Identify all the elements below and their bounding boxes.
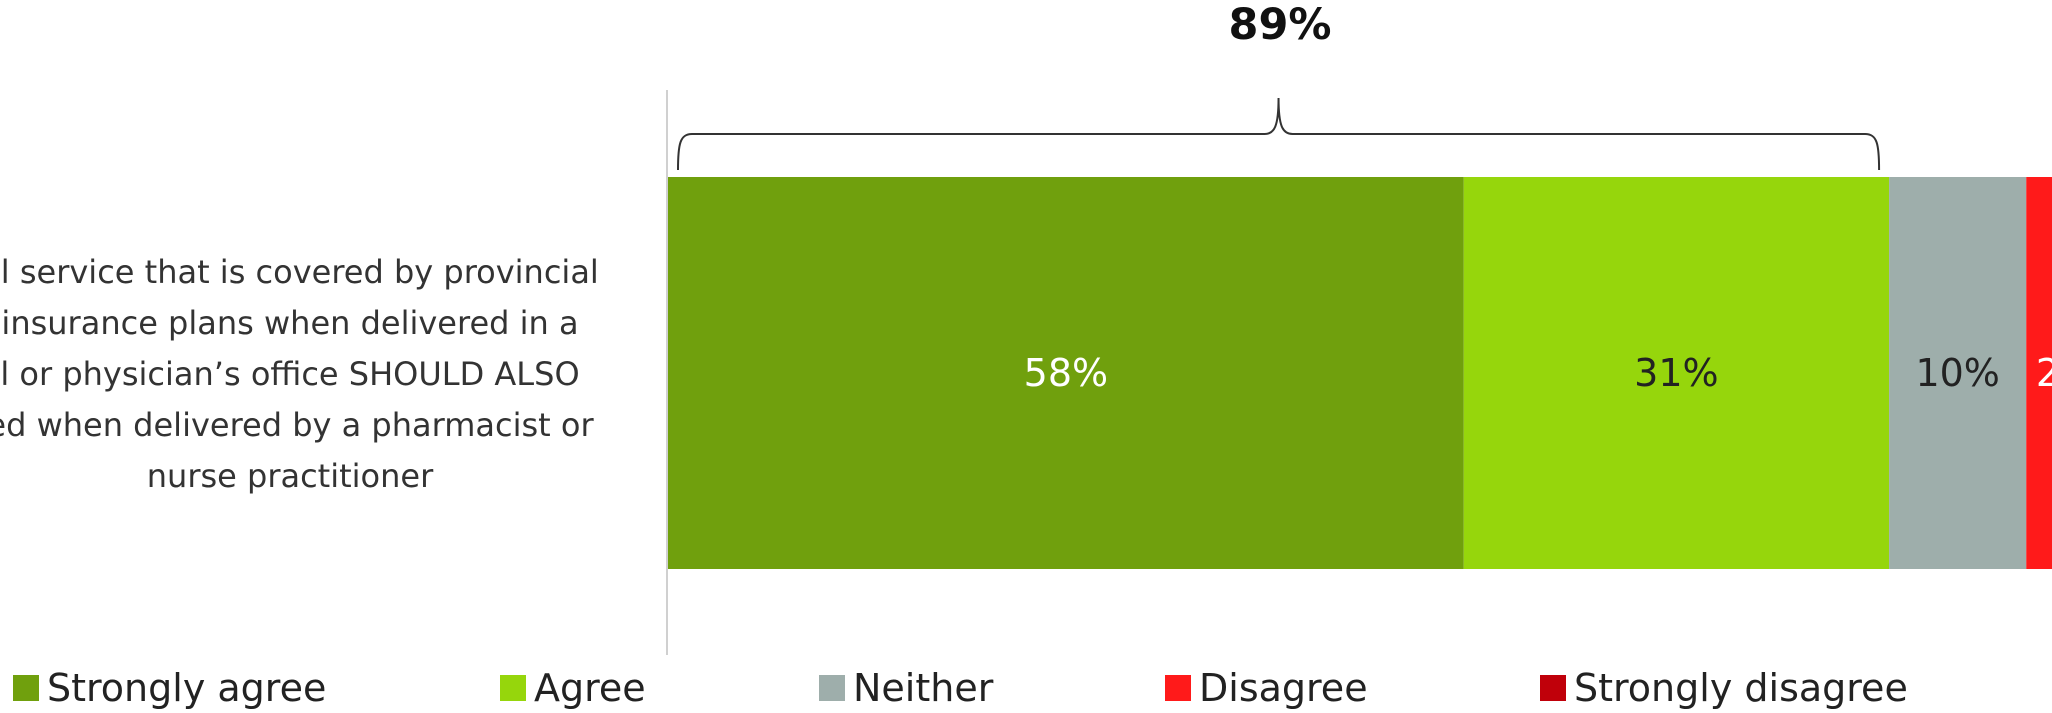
data-label-agree: 31% bbox=[1634, 351, 1718, 395]
legend-label-strongly-agree: Strongly agree bbox=[47, 666, 327, 710]
bar-segment-agree bbox=[1463, 177, 1890, 569]
data-label-strongly-agree: 58% bbox=[1024, 351, 1108, 395]
legend-swatch-agree bbox=[500, 675, 526, 701]
data-labels-layer: 58% 31% 10% 2% bbox=[1024, 351, 2052, 395]
legend-label-strongly-disagree: Strongly disagree bbox=[1574, 666, 1908, 710]
data-label-disagree: 2% bbox=[2036, 351, 2052, 395]
total-agree-label: 89% bbox=[1228, 0, 1332, 50]
legend-label-neither: Neither bbox=[853, 666, 994, 710]
legend-item-disagree: Disagree bbox=[1165, 663, 1368, 713]
legend-label-agree: Agree bbox=[534, 666, 646, 710]
legend-label-disagree: Disagree bbox=[1199, 666, 1368, 710]
bar-segment-disagree bbox=[2026, 177, 2052, 569]
bars-layer bbox=[668, 177, 2052, 569]
total-agree-bracket bbox=[677, 97, 1881, 171]
legend-swatch-strongly-disagree bbox=[1540, 675, 1566, 701]
category-label-line: ed when delivered by a pharmacist or bbox=[0, 406, 594, 444]
legend-swatch-strongly-agree bbox=[13, 675, 39, 701]
category-label-line: nurse practitioner bbox=[146, 457, 434, 495]
bar-segment-neither bbox=[1889, 177, 2027, 569]
legend-item-agree: Agree bbox=[500, 663, 646, 713]
category-label-line: al service that is covered by provincial bbox=[0, 253, 599, 291]
legend-item-strongly-disagree: Strongly disagree bbox=[1540, 663, 1908, 713]
legend-item-strongly-agree: Strongly agree bbox=[13, 663, 326, 713]
category-label-line: l or physician’s office SHOULD ALSO bbox=[0, 355, 580, 393]
legend-swatch-disagree bbox=[1165, 675, 1191, 701]
bar-segment-strongly-agree bbox=[668, 177, 1464, 569]
data-label-neither: 10% bbox=[1915, 351, 1999, 395]
legend-item-neither: Neither bbox=[819, 663, 993, 713]
legend: Strongly agree Agree Neither Disagree St… bbox=[0, 663, 2052, 713]
legend-swatch-neither bbox=[819, 675, 845, 701]
category-label: al service that is covered by provincial… bbox=[0, 247, 640, 502]
category-label-line: insurance plans when delivered in a bbox=[1, 304, 579, 342]
